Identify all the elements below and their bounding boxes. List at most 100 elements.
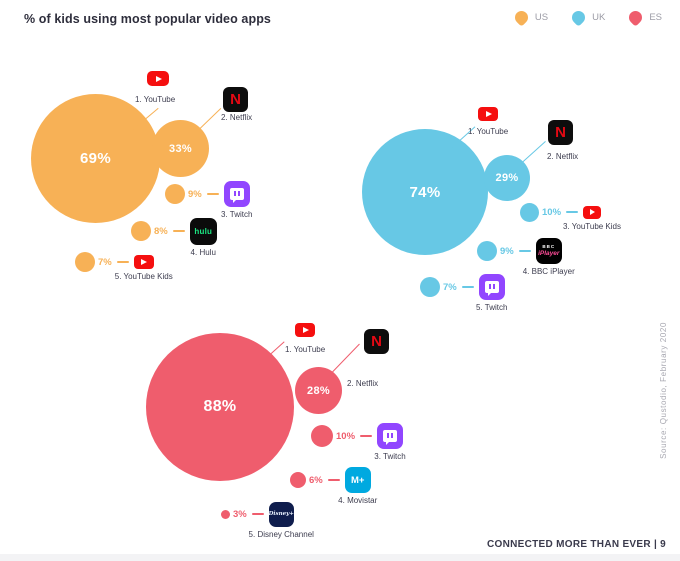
app-rank-label: 3. YouTube Kids <box>563 221 622 231</box>
twitch-eyes <box>488 284 491 289</box>
us-hulu-row: 8% hulu 4. Hulu <box>131 217 217 257</box>
netflix-letter: N <box>230 91 241 108</box>
uk-youtube-kids-row: 10% 3. YouTube Kids <box>520 198 621 231</box>
play-icon <box>155 75 162 82</box>
youtube-icon <box>147 71 169 86</box>
percent-label: 9% <box>500 245 514 257</box>
es-netflix-bubble: 28% <box>295 367 342 414</box>
uk-twitch-row: 7% 5. Twitch <box>420 273 507 312</box>
app-icon-stack: 3. Twitch <box>374 423 406 461</box>
play-icon <box>590 209 596 215</box>
bubble-dot <box>165 184 185 204</box>
us-netflix-bubble: 33% <box>152 120 209 177</box>
legend-item-es: ES <box>626 8 662 27</box>
iplayer-wordmark: iPlayer <box>538 249 560 257</box>
bubble-dot <box>75 252 95 272</box>
legend-item-uk: UK <box>569 8 606 27</box>
app-rank-label: 2. Netflix <box>547 152 579 161</box>
movistar-icon: M+ <box>344 467 371 493</box>
percent-label: 8% <box>154 225 168 237</box>
youtube-icon <box>478 107 498 121</box>
app-icon-stack: 5. YouTube Kids <box>115 255 173 281</box>
twitch-icon <box>377 423 404 449</box>
legend-label: UK <box>592 12 606 23</box>
app-rank-label: 3. Twitch <box>221 210 253 219</box>
dash-connector <box>251 513 264 515</box>
report-footer: CONNECTED MORE THAN EVER | 9 <box>487 539 666 550</box>
bbc-iplayer-icon: BBC iPlayer <box>535 238 562 264</box>
dash-connector <box>172 230 185 232</box>
bubble-dot <box>311 425 333 447</box>
app-icon-stack: 3. YouTube Kids <box>563 205 621 231</box>
app-icon-stack: Disney+ 5. Disney Channel <box>249 501 314 539</box>
bottom-strip <box>0 554 680 561</box>
twitch-glyph-icon <box>383 430 398 445</box>
app-rank-label: 2. Netflix <box>347 379 379 388</box>
app-rank-label: 5. YouTube Kids <box>114 272 173 281</box>
percent-label: 7% <box>98 256 112 268</box>
app-rank-label: 2. Netflix <box>221 113 253 122</box>
dash-connector <box>461 286 474 288</box>
app-rank-label: 4. Hulu <box>190 247 216 257</box>
movistar-wordmark: M+ <box>351 474 365 486</box>
app-icon-stack: hulu 4. Hulu <box>189 217 217 257</box>
play-icon <box>141 259 148 265</box>
percent-label: 6% <box>309 474 323 486</box>
us-youtube-bubble: 69% <box>31 94 160 223</box>
hulu-wordmark: hulu <box>194 226 213 236</box>
connector-line <box>330 343 360 374</box>
app-rank-label: 4. BBC iPlayer <box>522 267 575 276</box>
app-rank-label: 1. YouTube <box>285 345 326 354</box>
disney-plus-icon: Disney+ <box>268 501 294 527</box>
page-title: % of kids using most popular video apps <box>24 12 271 26</box>
es-movistar-row: 6% M+ 4. Movistar <box>290 466 377 505</box>
play-icon <box>302 327 309 333</box>
legend: US UK ES <box>512 8 662 27</box>
netflix-letter: N <box>371 333 382 350</box>
dash-connector <box>518 250 531 252</box>
bubble-dot <box>420 277 440 297</box>
netflix-icon: N <box>548 120 573 145</box>
app-icon-stack: M+ 4. Movistar <box>338 467 377 505</box>
app-icon-stack: 3. Twitch <box>221 181 252 219</box>
app-icon-stack: BBC iPlayer 4. BBC iPlayer <box>523 238 575 276</box>
bubble-dot <box>131 221 151 241</box>
bubble-dot <box>221 509 230 519</box>
uk-bbc-iplayer-row: 9% BBC iPlayer 4. BBC iPlayer <box>477 237 575 276</box>
dash-connector <box>206 193 219 195</box>
bubble-dot <box>290 472 306 488</box>
bbc-wordmark: BBC <box>542 244 556 250</box>
twitch-eyes <box>387 433 390 438</box>
app-icon-stack: 5. Twitch <box>476 274 507 312</box>
percent-label: 3% <box>233 508 247 520</box>
source-note: Source: Qustodio, February 2020 <box>659 322 668 459</box>
youtube-kids-icon <box>583 205 602 219</box>
dash-connector <box>566 211 579 213</box>
twitch-icon <box>223 181 250 207</box>
netflix-icon: N <box>223 87 248 112</box>
disney-wordmark: Disney+ <box>268 511 294 517</box>
dash-connector <box>327 479 340 481</box>
app-rank-label: 1. YouTube <box>135 95 176 104</box>
us-youtube-kids-row: 7% 5. YouTube Kids <box>75 248 173 281</box>
twitch-icon <box>478 274 505 300</box>
app-rank-label: 4. Movistar <box>338 496 378 505</box>
bubble-dot <box>520 202 539 222</box>
twitch-glyph-icon <box>484 281 499 296</box>
play-icon <box>485 111 492 117</box>
twitch-glyph-icon <box>229 188 244 203</box>
es-youtube-bubble: 88% <box>146 333 294 481</box>
app-rank-label: 1. YouTube <box>468 127 509 136</box>
dash-connector <box>360 435 373 437</box>
bubble-dot <box>477 241 497 261</box>
es-disney-channel-row: 3% Disney+ 5. Disney Channel <box>221 500 314 539</box>
uk-youtube-bubble: 74% <box>362 129 488 255</box>
es-twitch-row: 10% 3. Twitch <box>311 422 406 461</box>
twitch-eyes <box>233 191 236 196</box>
legend-item-us: US <box>512 8 548 27</box>
app-rank-label: 5. Disney Channel <box>248 529 314 539</box>
